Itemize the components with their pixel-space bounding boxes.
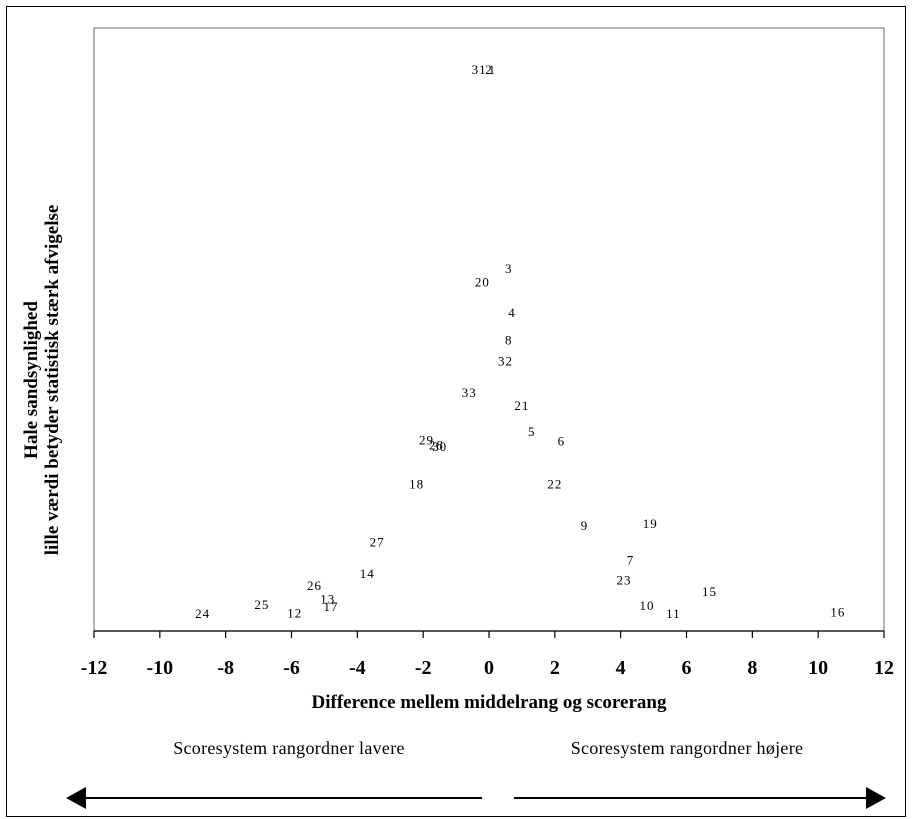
data-point-label: 10 [640, 598, 655, 613]
data-point-label: 14 [360, 566, 375, 581]
data-point-label: 19 [643, 516, 658, 531]
data-point-label: 12 [287, 606, 302, 621]
data-point-label: 6 [558, 433, 566, 448]
y-axis-label: Hale sandsynlighed lille værdi betyder s… [21, 100, 63, 660]
data-point-label: 22 [547, 476, 562, 491]
left-arrowhead [66, 787, 86, 809]
data-point-label: 5 [528, 424, 536, 439]
x-tick-label: -8 [217, 657, 234, 679]
chart-frame [6, 6, 906, 817]
y-axis-label-line-2: lille værdi betyder statistisk stærk afv… [42, 204, 63, 556]
data-point-label: 30 [432, 439, 447, 454]
data-point-label: 27 [370, 534, 385, 549]
data-point-label: 17 [324, 599, 339, 614]
data-point-label: 3 [505, 261, 513, 276]
x-tick-label: 4 [616, 657, 626, 679]
x-tick-label: 0 [484, 657, 494, 679]
data-point-label: 21 [514, 398, 529, 413]
data-point-label: 31 [472, 62, 487, 77]
data-point-label: 18 [409, 476, 424, 491]
x-axis-ticks [93, 631, 885, 638]
x-tick-label: -10 [146, 657, 173, 679]
data-point-label: 32 [498, 354, 513, 369]
right-arrowhead [866, 787, 886, 809]
data-point-label: 23 [616, 573, 631, 588]
data-point-label: 7 [627, 553, 635, 568]
data-point-label: 15 [702, 584, 717, 599]
data-point-label: 2 [485, 62, 493, 77]
plot-area [93, 27, 885, 632]
data-point-label: 16 [830, 605, 845, 620]
data-point-label: 9 [581, 518, 589, 533]
x-axis-label: Difference mellem middelrang og scoreran… [311, 692, 667, 713]
data-point-label: 26 [307, 578, 322, 593]
data-point-label: 1 [489, 62, 497, 77]
x-tick-label: 12 [874, 657, 894, 679]
x-tick-label: 2 [550, 657, 560, 679]
data-point-label: 33 [462, 385, 477, 400]
right-direction-label: Scoresystem rangordner højere [570, 738, 804, 758]
x-tick-label: -4 [349, 657, 366, 679]
data-point-label: 20 [475, 275, 490, 290]
y-axis-label-line-1: Hale sandsynlighed [21, 301, 42, 459]
data-point-label: 29 [419, 433, 434, 448]
data-point-label: 13 [320, 591, 335, 606]
data-point-label: 8 [505, 333, 513, 348]
direction-arrows [66, 787, 886, 809]
data-point-label: 4 [508, 305, 516, 320]
data-point-label: 24 [195, 606, 210, 621]
x-tick-label: -12 [81, 657, 108, 679]
data-point-label: 11 [666, 606, 681, 621]
x-tick-label: -2 [415, 657, 432, 679]
x-axis-tick-labels: -12 -10 -8 -6 -4 -2 0 2 4 6 8 10 12 [81, 657, 894, 679]
x-tick-label: 6 [682, 657, 692, 679]
x-tick-label: 10 [808, 657, 828, 679]
x-tick-label: -6 [283, 657, 300, 679]
x-tick-label: 8 [747, 657, 757, 679]
data-point-label: 28 [429, 438, 444, 453]
data-point-label: 25 [254, 597, 269, 612]
left-direction-label: Scoresystem rangordner lavere [173, 738, 405, 758]
